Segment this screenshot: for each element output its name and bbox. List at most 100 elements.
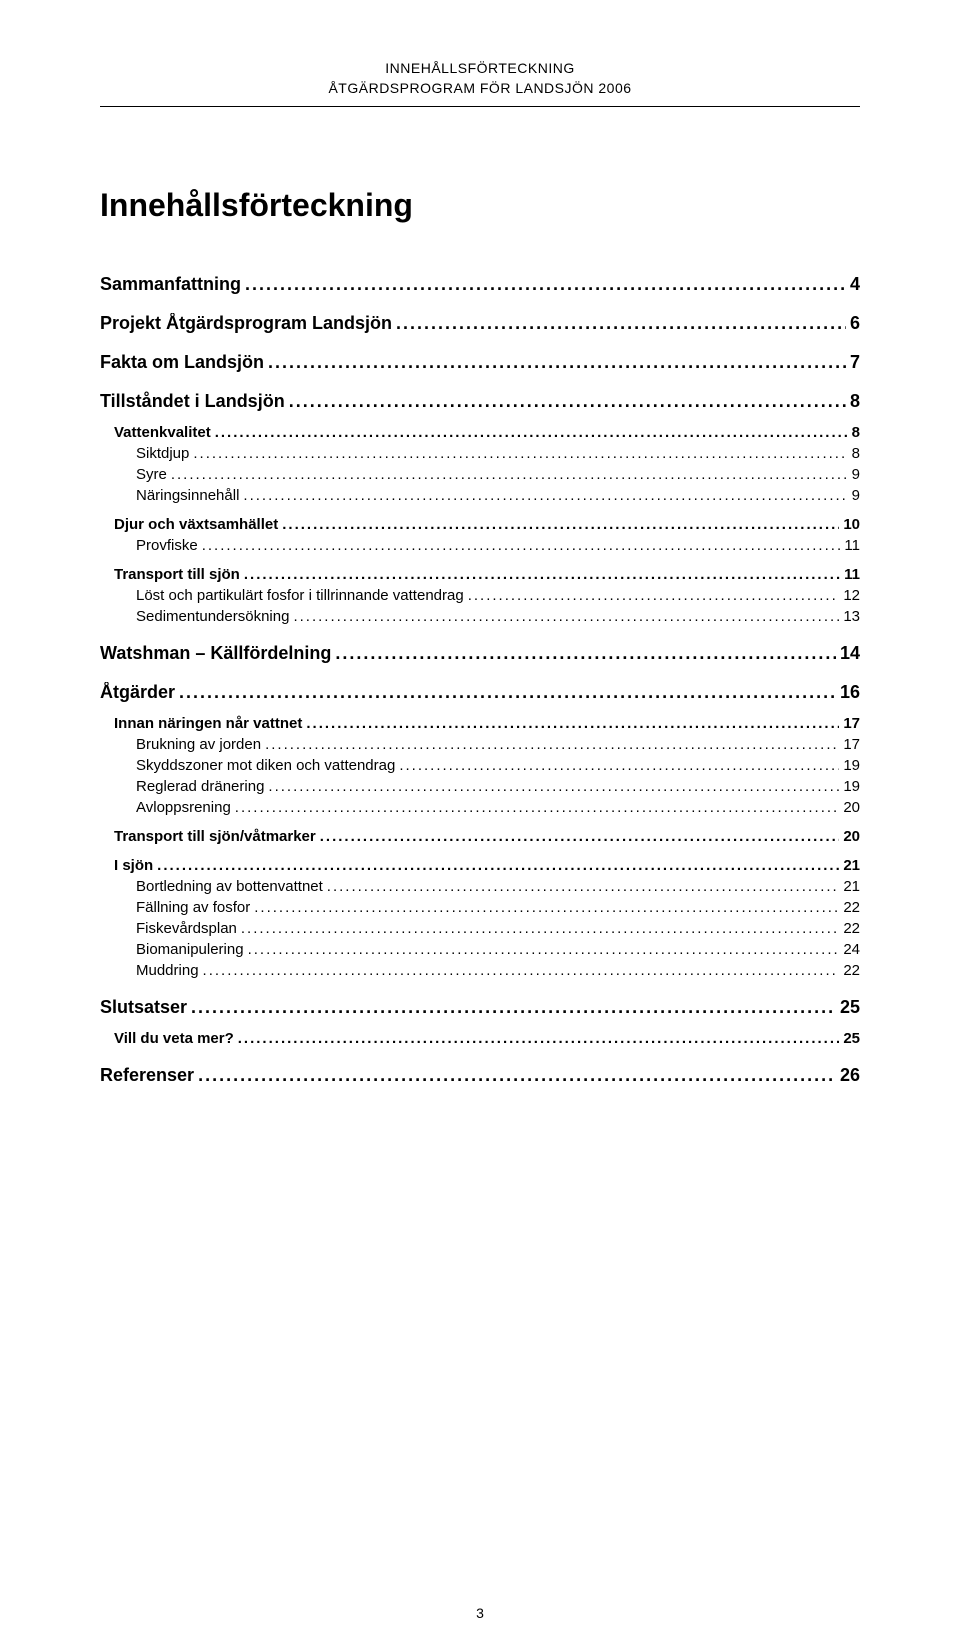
table-of-contents: Sammanfattning 4 Projekt Åtgärdsprogram L…	[100, 274, 860, 1086]
toc-entry-page: 11	[844, 537, 860, 554]
toc-entry-label: Djur och växtsamhället	[114, 516, 278, 533]
toc-entry-page: 25	[840, 997, 860, 1018]
toc-entry: Löst och partikulärt fosfor i tillrinnan…	[100, 587, 860, 604]
toc-entry-label: Sammanfattning	[100, 274, 241, 295]
toc-entry: Watshman – Källfördelning 14	[100, 643, 860, 664]
toc-entry: Transport till sjön 11	[100, 566, 860, 583]
toc-entry-label: Skyddszoner mot diken och vattendrag	[136, 757, 395, 774]
toc-leader-dots	[235, 799, 840, 816]
toc-entry-page: 21	[843, 878, 860, 895]
toc-entry-page: 19	[843, 778, 860, 795]
toc-leader-dots	[241, 920, 839, 937]
toc-entry: Vill du veta mer? 25	[100, 1030, 860, 1047]
toc-leader-dots	[468, 587, 840, 604]
header-rule	[100, 106, 860, 107]
toc-entry: Fiskevårdsplan 22	[100, 920, 860, 937]
toc-leader-dots	[289, 391, 846, 412]
toc-entry-page: 13	[843, 608, 860, 625]
toc-entry-label: Brukning av jorden	[136, 736, 261, 753]
toc-leader-dots	[245, 274, 846, 295]
toc-entry: Sedimentundersökning 13	[100, 608, 860, 625]
toc-leader-dots	[396, 313, 846, 334]
toc-entry: Syre 9	[100, 466, 860, 483]
toc-entry-page: 8	[852, 445, 860, 462]
toc-entry-page: 11	[844, 566, 860, 583]
toc-entry-page: 14	[840, 643, 860, 664]
toc-entry-label: Provfiske	[136, 537, 198, 554]
toc-leader-dots	[320, 828, 840, 845]
toc-leader-dots	[248, 941, 840, 958]
toc-entry: Åtgärder 16	[100, 682, 860, 703]
page-header: INNEHÅLLSFÖRTECKNING ÅTGÄRDSPROGRAM FÖR …	[100, 60, 860, 96]
toc-entry-page: 17	[843, 715, 860, 732]
toc-entry-page: 24	[843, 941, 860, 958]
toc-entry-page: 22	[843, 899, 860, 916]
toc-entry-label: Slutsatser	[100, 997, 187, 1018]
toc-leader-dots	[202, 537, 841, 554]
header-line-1: INNEHÅLLSFÖRTECKNING	[100, 60, 860, 76]
toc-entry-label: Transport till sjön	[114, 566, 240, 583]
toc-entry-page: 9	[852, 466, 860, 483]
toc-entry: Siktdjup 8	[100, 445, 860, 462]
toc-entry: Fakta om Landsjön 7	[100, 352, 860, 373]
toc-leader-dots	[198, 1065, 836, 1086]
toc-entry-page: 10	[843, 516, 860, 533]
toc-leader-dots	[399, 757, 839, 774]
toc-entry-label: Avloppsrening	[136, 799, 231, 816]
toc-entry-label: Watshman – Källfördelning	[100, 643, 331, 664]
toc-entry-label: Reglerad dränering	[136, 778, 264, 795]
toc-leader-dots	[243, 487, 847, 504]
toc-leader-dots	[238, 1030, 840, 1047]
toc-leader-dots	[193, 445, 847, 462]
toc-entry: Avloppsrening 20	[100, 799, 860, 816]
toc-entry-label: Innan näringen når vattnet	[114, 715, 302, 732]
toc-leader-dots	[293, 608, 839, 625]
toc-entry-label: Sedimentundersökning	[136, 608, 289, 625]
toc-entry-page: 21	[843, 857, 860, 874]
toc-entry-page: 22	[843, 920, 860, 937]
toc-leader-dots	[203, 962, 840, 979]
toc-entry: Vattenkvalitet 8	[100, 424, 860, 441]
toc-entry-label: Vill du veta mer?	[114, 1030, 234, 1047]
toc-entry-label: Fiskevårdsplan	[136, 920, 237, 937]
toc-entry-page: 22	[843, 962, 860, 979]
toc-leader-dots	[327, 878, 840, 895]
toc-entry-label: Referenser	[100, 1065, 194, 1086]
toc-entry-page: 7	[850, 352, 860, 373]
toc-entry-page: 26	[840, 1065, 860, 1086]
toc-entry: Tillståndet i Landsjön 8	[100, 391, 860, 412]
toc-entry-label: Bortledning av bottenvattnet	[136, 878, 323, 895]
toc-entry: Innan näringen når vattnet 17	[100, 715, 860, 732]
toc-entry: Provfiske 11	[100, 537, 860, 554]
toc-leader-dots	[268, 778, 839, 795]
toc-leader-dots	[191, 997, 836, 1018]
toc-entry: Referenser 26	[100, 1065, 860, 1086]
toc-entry-label: Fällning av fosfor	[136, 899, 250, 916]
toc-entry: Näringsinnehåll 9	[100, 487, 860, 504]
toc-leader-dots	[171, 466, 848, 483]
toc-entry-label: Biomanipulering	[136, 941, 244, 958]
toc-entry-label: Muddring	[136, 962, 199, 979]
toc-entry-label: Projekt Åtgärdsprogram Landsjön	[100, 313, 392, 334]
toc-leader-dots	[265, 736, 839, 753]
toc-leader-dots	[179, 682, 836, 703]
toc-entry-label: Siktdjup	[136, 445, 189, 462]
toc-entry-page: 16	[840, 682, 860, 703]
toc-entry: Brukning av jorden 17	[100, 736, 860, 753]
toc-entry-label: Åtgärder	[100, 682, 175, 703]
toc-entry-label: Löst och partikulärt fosfor i tillrinnan…	[136, 587, 464, 604]
toc-entry-label: Tillståndet i Landsjön	[100, 391, 285, 412]
toc-entry: Skyddszoner mot diken och vattendrag 19	[100, 757, 860, 774]
toc-entry: Slutsatser 25	[100, 997, 860, 1018]
header-line-2: ÅTGÄRDSPROGRAM FÖR LANDSJÖN 2006	[100, 80, 860, 96]
toc-entry: Djur och växtsamhället 10	[100, 516, 860, 533]
toc-entry: Projekt Åtgärdsprogram Landsjön 6	[100, 313, 860, 334]
toc-entry-page: 4	[850, 274, 860, 295]
toc-entry-page: 20	[843, 799, 860, 816]
toc-entry-page: 20	[843, 828, 860, 845]
toc-entry-page: 6	[850, 313, 860, 334]
toc-entry: Biomanipulering 24	[100, 941, 860, 958]
toc-entry-label: Näringsinnehåll	[136, 487, 239, 504]
toc-leader-dots	[282, 516, 839, 533]
toc-leader-dots	[254, 899, 839, 916]
